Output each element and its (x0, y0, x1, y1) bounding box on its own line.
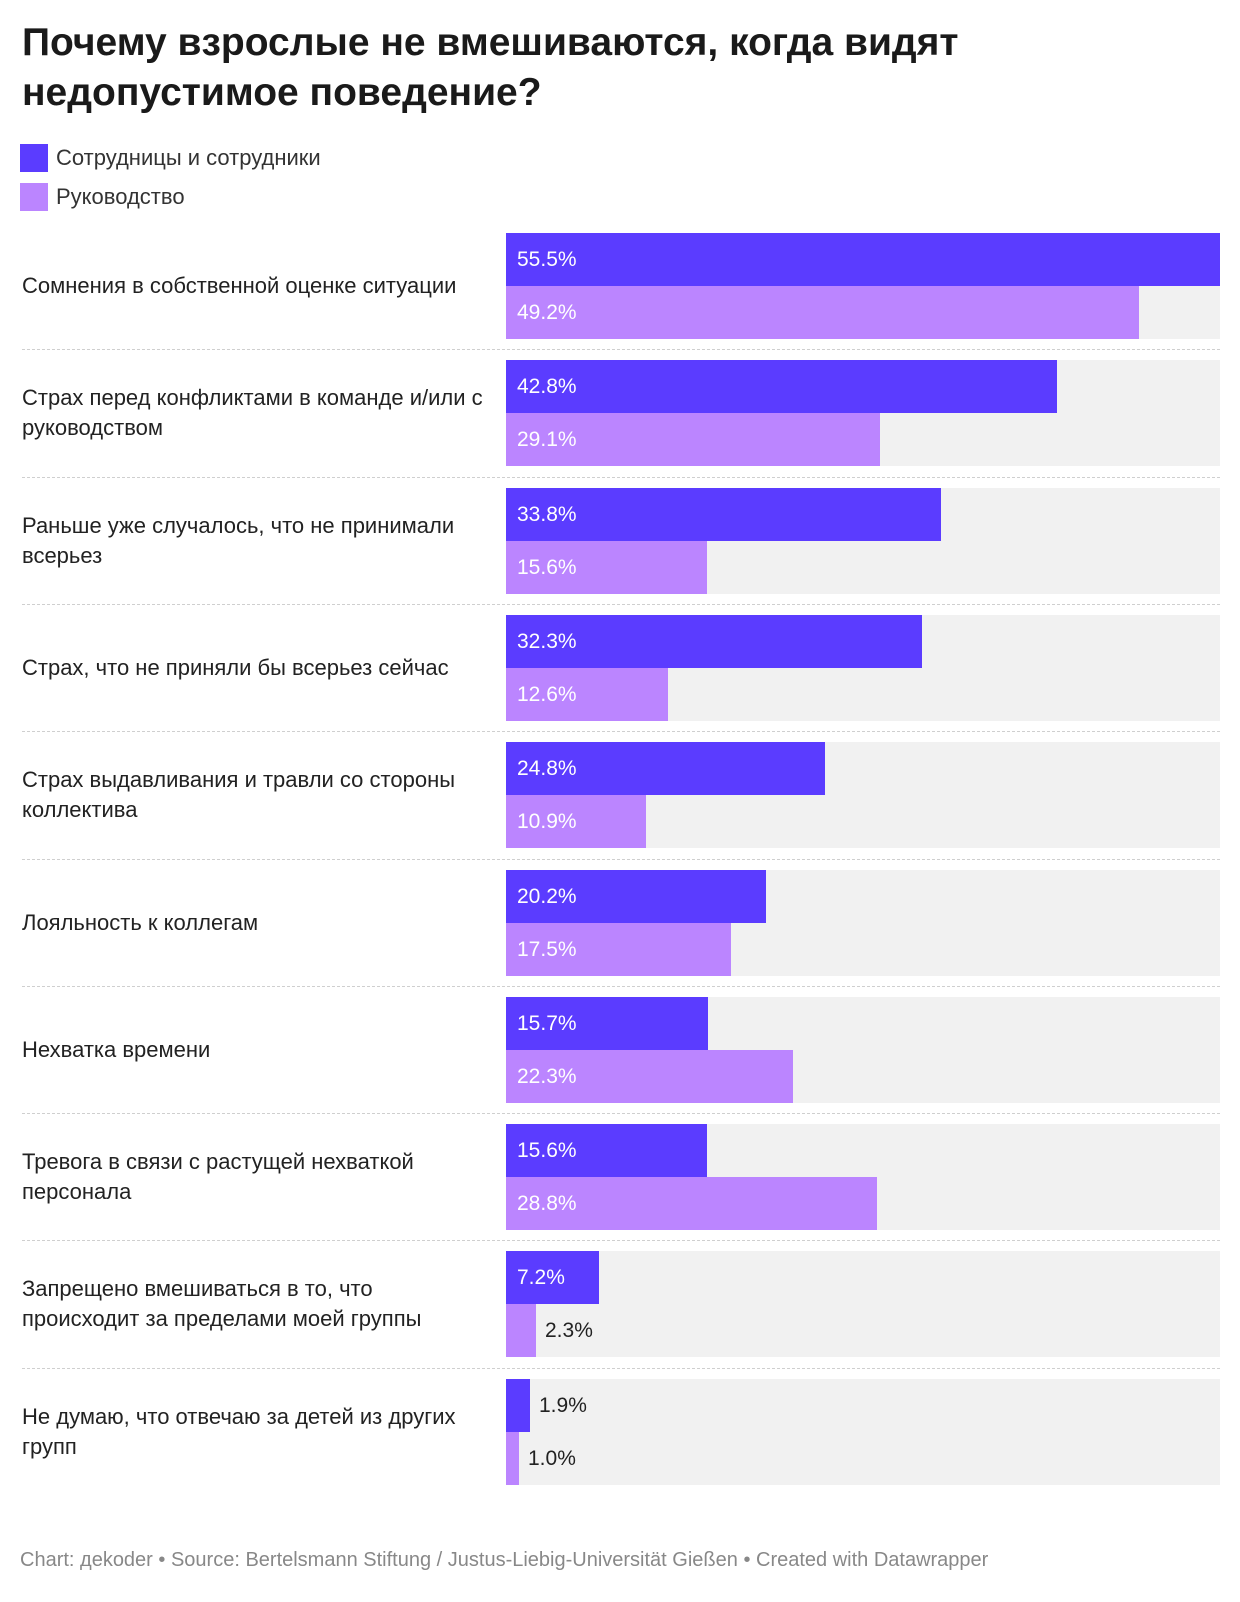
row-separator (22, 604, 1220, 605)
value-label-staff-not-taken-seriously-now: 32.3% (517, 630, 577, 653)
row-separator (22, 1113, 1220, 1114)
row-separator (22, 731, 1220, 732)
bar-staff-conflict-fear (506, 360, 1057, 413)
value-label-staff-not-responsible: 1.9% (539, 1394, 587, 1417)
value-label-management-self-doubt: 49.2% (517, 301, 577, 324)
category-label-not-taken-seriously-now: Страх, что не приняли бы всерьез сейчас (22, 655, 449, 680)
bar-staff-not-responsible (506, 1379, 530, 1432)
bar-staff-self-doubt (506, 233, 1220, 286)
legend-label-staff: Сотрудницы и сотрудники (56, 144, 321, 170)
row-separator (22, 1368, 1220, 1369)
row-separator (22, 349, 1220, 350)
bar-management-conflict-fear (506, 413, 880, 466)
legend-swatch-staff (20, 143, 48, 172)
value-label-management-not-taken-seriously-before: 15.6% (517, 556, 577, 579)
value-label-management-loyalty: 17.5% (517, 938, 577, 961)
bar-management-not-taken-seriously-now (506, 668, 668, 721)
chart-footer: Chart: дekoder • Source: Bertelsmann Sti… (20, 1549, 989, 1571)
value-label-management-staff-shortage: 28.8% (517, 1192, 577, 1215)
bar-staff-staff-shortage (506, 1124, 707, 1177)
category-label-loyalty: Лояльность к коллегам (22, 910, 259, 935)
row-separator (22, 1240, 1220, 1241)
bar-staff-bullying-fear (506, 742, 825, 795)
value-label-staff-conflict-fear: 42.8% (517, 375, 577, 398)
legend-item-staff: Сотрудницы и сотрудники (20, 138, 321, 177)
row-separator (22, 859, 1220, 860)
bar-staff-forbidden (506, 1251, 599, 1304)
row-separator (22, 986, 1220, 987)
bar-track-forbidden (506, 1251, 1220, 1357)
category-label-not-responsible: Не думаю, что отвечаю за детей из других… (22, 1404, 456, 1459)
value-label-staff-lack-of-time: 15.7% (517, 1012, 577, 1035)
chart-title: Почему взрослые не вмешиваются, когда ви… (22, 21, 959, 114)
bar-staff-loyalty (506, 870, 766, 923)
bar-management-bullying-fear (506, 795, 646, 848)
category-label-bullying-fear: Страх выдавливания и травли со стороны к… (22, 767, 456, 822)
bar-management-forbidden (506, 1304, 536, 1357)
value-label-management-forbidden: 2.3% (545, 1319, 593, 1342)
value-label-management-lack-of-time: 22.3% (517, 1065, 577, 1088)
category-label-lack-of-time: Нехватка времени (22, 1037, 211, 1062)
bar-staff-not-taken-seriously-now (506, 615, 922, 668)
value-label-staff-staff-shortage: 15.6% (517, 1139, 577, 1162)
legend-swatch-management (20, 182, 48, 211)
bar-management-lack-of-time (506, 1050, 793, 1103)
value-label-staff-not-taken-seriously-before: 33.8% (517, 503, 577, 526)
value-label-management-not-taken-seriously-now: 12.6% (517, 683, 577, 706)
value-label-management-not-responsible: 1.0% (528, 1447, 576, 1470)
legend-label-management: Руководство (56, 183, 185, 209)
category-label-staff-shortage: Тревога в связи с растущей нехваткой пер… (22, 1149, 414, 1204)
value-label-management-conflict-fear: 29.1% (517, 428, 577, 451)
bar-staff-lack-of-time (506, 997, 708, 1050)
value-label-staff-loyalty: 20.2% (517, 885, 577, 908)
bar-management-staff-shortage (506, 1177, 877, 1230)
bar-track-not-responsible (506, 1379, 1220, 1485)
bar-staff-not-taken-seriously-before (506, 488, 941, 541)
category-label-forbidden: Запрещено вмешиваться в то, что происход… (22, 1276, 422, 1331)
row-separator (22, 477, 1220, 478)
category-label-conflict-fear: Страх перед конфликтами в команде и/или … (22, 385, 483, 440)
bar-management-not-taken-seriously-before (506, 541, 707, 594)
legend: Сотрудницы и сотрудники Руководство (20, 138, 321, 216)
bar-management-self-doubt (506, 286, 1139, 339)
category-label-not-taken-seriously-before: Раньше уже случалось, что не принимали в… (22, 513, 455, 568)
value-label-staff-forbidden: 7.2% (517, 1266, 565, 1289)
bar-management-loyalty (506, 923, 731, 976)
value-label-management-bullying-fear: 10.9% (517, 810, 577, 833)
category-label-self-doubt: Сомнения в собственной оценке ситуации (22, 273, 457, 298)
value-label-staff-bullying-fear: 24.8% (517, 757, 577, 780)
value-label-staff-self-doubt: 55.5% (517, 248, 577, 271)
legend-item-management: Руководство (20, 177, 321, 216)
bar-management-not-responsible (506, 1432, 519, 1485)
